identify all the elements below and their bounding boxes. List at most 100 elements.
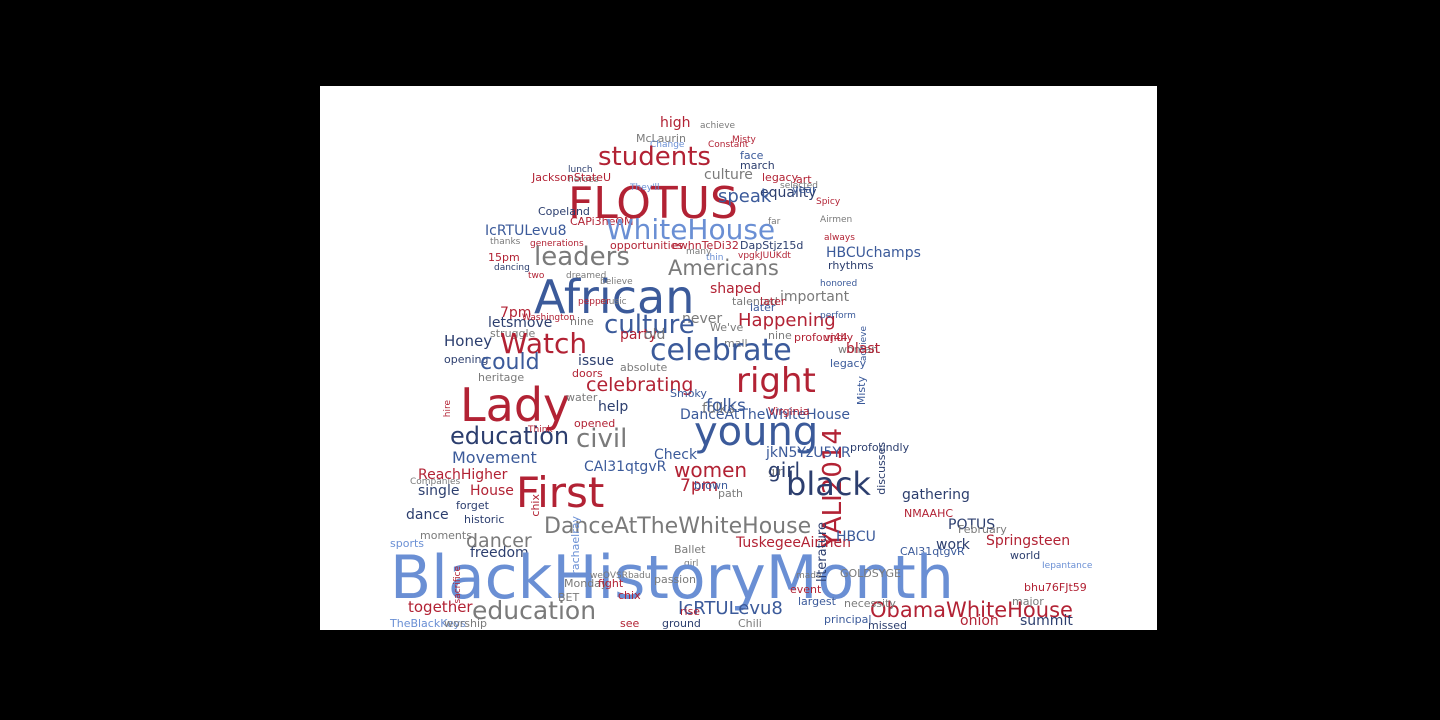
word: many	[686, 247, 712, 257]
word: dancing	[494, 263, 530, 273]
word: TuskegeeAirmen	[736, 535, 852, 551]
word: CAPi3heOMT	[570, 215, 641, 228]
word: opportunities	[610, 239, 684, 252]
word: important	[780, 289, 850, 305]
word: struggle	[490, 327, 536, 340]
word: black	[786, 465, 871, 503]
word: WhiteHouse	[606, 213, 776, 246]
word: major	[1012, 595, 1044, 608]
word: high	[660, 115, 691, 131]
word: could	[480, 350, 540, 375]
word: civil	[576, 424, 628, 454]
word: legacy	[762, 171, 799, 184]
word: freedom	[470, 545, 529, 561]
word: fight	[598, 577, 624, 590]
word: heritage	[478, 371, 525, 384]
word: dreamed	[566, 271, 607, 281]
word: thin	[706, 253, 724, 263]
word: education	[450, 422, 570, 450]
word: DapStjz15d	[740, 239, 804, 252]
word: art	[796, 173, 812, 186]
word: celebrating	[586, 374, 694, 396]
word: They'll	[630, 183, 660, 193]
word: Monday	[564, 577, 608, 590]
word: Ballet	[674, 543, 706, 556]
word: Americans	[668, 256, 779, 280]
word: girl	[768, 458, 801, 482]
word: believe	[600, 277, 633, 287]
word: opened	[574, 417, 616, 430]
word: Virginia	[768, 405, 810, 418]
word: Iepantance	[1042, 561, 1093, 571]
word: see	[620, 617, 640, 630]
word: BET	[558, 591, 580, 604]
word: passion	[654, 573, 696, 586]
word: ewhnTeDi32	[672, 239, 739, 252]
word: principal	[824, 613, 872, 626]
word: year	[792, 183, 817, 196]
word: later	[750, 301, 776, 314]
word: sacrifice	[453, 566, 463, 604]
word: culture	[604, 310, 695, 340]
word: TheBlackKeys	[390, 617, 466, 630]
word: chix	[529, 494, 542, 517]
word: historic	[464, 513, 505, 526]
word: generations	[530, 239, 584, 249]
word: Think	[528, 425, 553, 435]
word: ObamaWhiteHouse	[870, 598, 1073, 622]
word: doors	[572, 367, 603, 380]
word: girl	[768, 465, 786, 478]
word: FLOTUS	[568, 178, 738, 229]
word: absolute	[620, 361, 668, 374]
word: Happening	[738, 310, 836, 331]
word: weOVSRbadu	[590, 571, 651, 581]
word: Check	[654, 447, 698, 463]
word: later	[760, 295, 786, 308]
word: Movement	[452, 448, 537, 467]
word: bhu76FJt59	[1024, 581, 1087, 594]
word: Constant	[708, 140, 749, 150]
word: moments	[420, 529, 472, 542]
word: work	[936, 537, 970, 553]
word: nine	[768, 329, 792, 342]
word: perform	[820, 311, 856, 321]
word: path	[718, 487, 744, 500]
word: music	[600, 297, 627, 307]
word: march	[740, 159, 775, 172]
word: onion	[960, 613, 999, 629]
word: dance	[406, 507, 449, 523]
word: thanks	[490, 237, 521, 247]
word: Smoky	[670, 387, 707, 400]
word: CAl31qtgvR	[900, 545, 965, 558]
word: HBCUchamps	[826, 245, 921, 261]
word: sports	[390, 537, 425, 550]
word: rhythms	[828, 259, 874, 272]
word: never	[682, 311, 723, 327]
word: honored	[820, 279, 858, 289]
word: GOLDSYGE	[840, 567, 901, 580]
word: woman	[838, 343, 879, 356]
word: CAl31qtgvR	[584, 459, 667, 475]
word: two	[528, 271, 545, 281]
word: POTUS	[948, 517, 996, 533]
word: literature	[815, 522, 830, 583]
word: vj44	[824, 331, 848, 344]
word: McLaurin	[636, 132, 686, 145]
word: Honey	[444, 332, 493, 350]
word: Spicy	[816, 197, 841, 207]
word: event	[790, 583, 822, 596]
word: lunch	[568, 165, 593, 175]
word: leaders	[534, 242, 630, 272]
word: brown	[694, 479, 728, 492]
word: largest	[798, 595, 836, 608]
word: far	[768, 217, 781, 227]
word: shaped	[710, 281, 762, 297]
word: ReachHigher	[418, 467, 508, 483]
word: young	[694, 409, 819, 455]
word: issue	[578, 353, 614, 369]
word: African	[534, 270, 695, 324]
word: rise	[680, 605, 701, 618]
word: folks	[702, 401, 735, 417]
word: together	[408, 598, 473, 616]
word: DanceAtTheWhiteHouse	[544, 514, 812, 539]
